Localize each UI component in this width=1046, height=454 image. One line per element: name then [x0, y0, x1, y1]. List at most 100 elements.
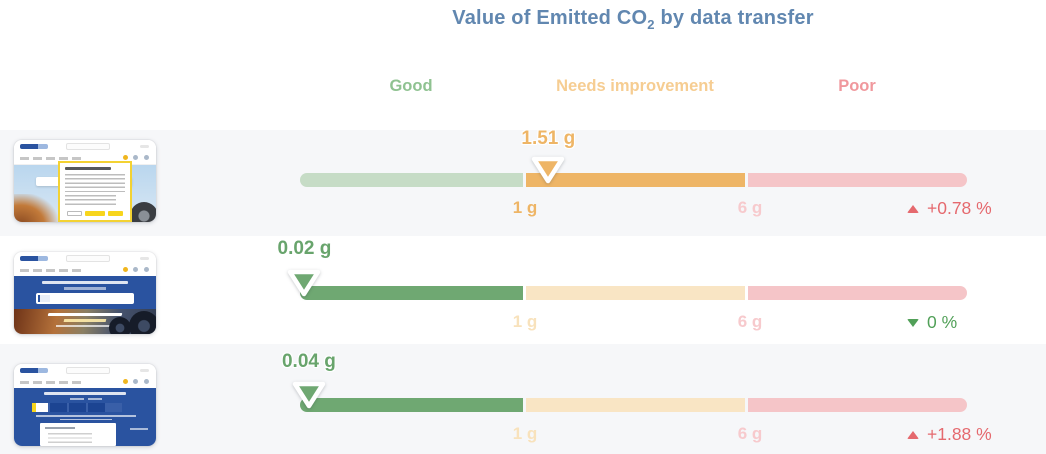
cart-icon [144, 379, 149, 384]
michelin-logo [20, 368, 48, 373]
bar-segment-poor [748, 173, 967, 187]
tire-image [109, 317, 131, 334]
tick-1g: 1 g [512, 424, 538, 443]
thumbnail-page-body [14, 388, 156, 446]
thumbnail-search-field [66, 143, 110, 150]
thumbnail-nav-links [20, 381, 84, 384]
dealer-icon [133, 155, 138, 160]
thumbnail-menu [140, 257, 149, 260]
dealer-icon [133, 267, 138, 272]
thumbnail-menu [140, 369, 149, 372]
marker-triangle-icon [532, 156, 565, 184]
trend-up-icon [907, 430, 919, 439]
change-indicator: +1.88 % [907, 424, 992, 445]
thumbnail-header [14, 364, 156, 377]
change-value: 0 % [927, 312, 958, 332]
dialog-primary-button [85, 211, 105, 216]
trend-up-icon [907, 204, 919, 213]
account-icon [123, 267, 128, 272]
trend-down-icon [907, 318, 919, 327]
promo-banner [14, 309, 156, 334]
page-text-line [60, 418, 112, 421]
thumbnail-page-body [14, 276, 156, 334]
value-label: 0.02 g [277, 238, 332, 259]
michelin-homepage-thumbnail[interactable] [14, 252, 156, 334]
page-text-line [36, 415, 136, 417]
results-list-lines [48, 433, 92, 446]
thumbnail-nav-links [20, 269, 84, 272]
hero-section [14, 276, 156, 309]
dialog-text-lines [65, 174, 125, 192]
tire-search-box [36, 293, 134, 304]
value-label: 1.51 g [521, 128, 576, 149]
page-heading-line [44, 392, 126, 395]
page-title: Value of Emitted CO2 by data transfer [452, 7, 814, 32]
thumbnail-header [14, 252, 156, 265]
value-label: 0.04 g [281, 351, 336, 372]
dialog-text-lines [65, 195, 116, 207]
tab [50, 403, 67, 412]
tick-6g: 6 g [737, 312, 763, 331]
thumbnail-menu [140, 145, 149, 148]
dialog-secondary-button [67, 211, 82, 216]
tick-1g: 1 g [512, 198, 538, 217]
michelin-search-results-thumbnail[interactable] [14, 364, 156, 446]
tick-1g: 1 g [512, 312, 538, 331]
active-tab [32, 403, 48, 412]
michelin-logo [20, 256, 48, 261]
results-tabs [32, 403, 122, 412]
title-prefix: Value of Emitted CO [452, 7, 648, 29]
change-value: +0.78 % [927, 198, 992, 218]
title-subscript: 2 [647, 17, 655, 32]
tab [69, 403, 86, 412]
bar-segment-poor [748, 398, 967, 412]
tick-6g: 6 g [737, 198, 763, 217]
thumbnail-nav-links [20, 157, 84, 160]
autumn-trees-image [14, 194, 58, 222]
bar-segment-needs-improvement [526, 398, 745, 412]
banner-subheading-line [63, 319, 107, 322]
bar-segment-needs-improvement [526, 173, 745, 187]
tick-6g: 6 g [737, 424, 763, 443]
marker-triangle-icon [292, 381, 326, 409]
change-value: +1.88 % [927, 424, 992, 444]
account-icon [123, 155, 128, 160]
change-indicator: 0 % [907, 312, 957, 333]
bar-segment-needs-improvement [526, 286, 745, 300]
thumbnail-search-field [66, 367, 110, 374]
marker-triangle-icon [288, 269, 321, 297]
tab [88, 403, 105, 412]
cart-icon [144, 267, 149, 272]
tire-image [130, 202, 156, 222]
dialog-primary-button [108, 211, 123, 216]
dialog-title-line [65, 167, 111, 170]
bar-segment-good [300, 398, 523, 412]
title-suffix: by data transfer [654, 7, 814, 29]
banner-heading-line [47, 313, 123, 316]
bar-segment-good [300, 173, 523, 187]
banner-text-line [56, 324, 112, 327]
band-header-poor: Poor [838, 77, 876, 95]
panel-header-line [45, 427, 75, 429]
change-indicator: +0.78 % [907, 198, 992, 219]
page-link-line [70, 398, 84, 400]
side-text-line [130, 428, 148, 430]
dialog-buttons [65, 211, 125, 216]
hero-heading-line [42, 281, 128, 284]
search-tab [38, 295, 50, 302]
account-icon [123, 379, 128, 384]
cart-icon [144, 155, 149, 160]
dealer-icon [133, 379, 138, 384]
tire-image [129, 311, 156, 334]
results-list-panel [40, 423, 116, 446]
bar-segment-poor [748, 286, 967, 300]
michelin-logo [20, 144, 48, 149]
michelin-homepage-cookie-consent-thumbnail[interactable] [14, 140, 156, 222]
thumbnail-header [14, 140, 156, 153]
band-header-needs-improvement: Needs improvement [556, 77, 714, 95]
cookie-consent-dialog [58, 161, 132, 222]
hero-subheading-line [64, 287, 106, 290]
bar-segment-good [300, 286, 523, 300]
thumbnail-search-field [66, 255, 110, 262]
